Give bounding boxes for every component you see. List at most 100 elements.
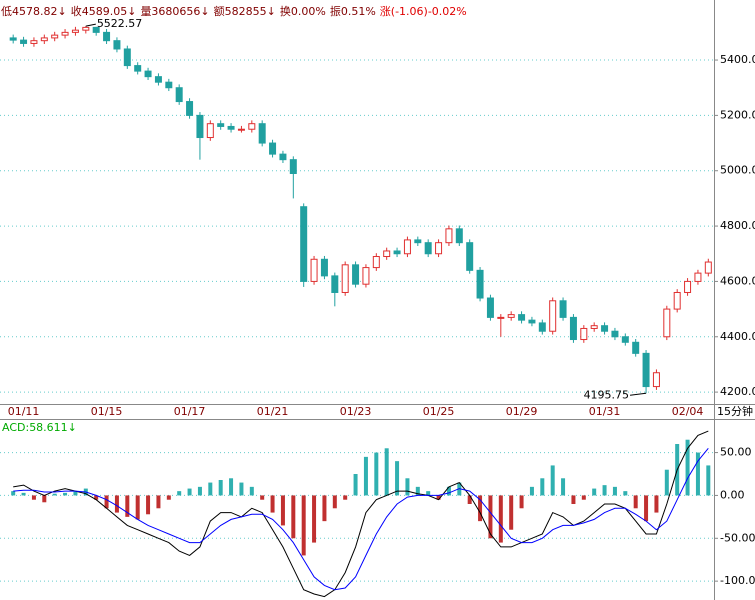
histogram-bar — [197, 486, 202, 496]
histogram-bar — [581, 495, 586, 500]
candle-body — [559, 300, 567, 318]
histogram-bar — [498, 495, 503, 543]
candle-body — [466, 242, 474, 271]
candle-body — [61, 31, 69, 36]
candle-body — [134, 65, 142, 72]
x-tick-label: 02/04 — [672, 405, 704, 418]
candle-body — [621, 336, 629, 343]
histogram-bar — [187, 488, 192, 496]
y-tick-label: 4200.0 — [720, 385, 755, 398]
annotation-line — [630, 392, 647, 396]
histogram-bar — [395, 461, 400, 496]
indicator-line — [13, 430, 709, 598]
x-tick-label: 01/29 — [506, 405, 538, 418]
histogram-bar — [488, 495, 493, 539]
histogram-bar — [270, 495, 275, 513]
candle-body — [642, 352, 650, 388]
candle-body — [414, 239, 422, 244]
candle-body — [507, 314, 515, 318]
histogram-bar — [633, 495, 638, 509]
histogram-bar — [550, 465, 555, 496]
candle-body — [580, 327, 588, 341]
candle-body — [82, 26, 90, 31]
indicator-title: ACD:58.611↓ — [2, 421, 77, 434]
histogram-bar — [73, 491, 78, 496]
y-tick-label: 4800.0 — [720, 219, 755, 232]
histogram-bar — [301, 495, 306, 556]
histogram-bar — [156, 495, 161, 509]
candle-body — [611, 330, 619, 338]
candle-body — [435, 242, 443, 255]
y-tick-label: -100.0 — [720, 574, 755, 587]
candle-body — [237, 128, 245, 131]
histogram-bar — [21, 492, 26, 496]
candle-body — [486, 297, 494, 318]
candle-body — [445, 228, 453, 244]
candle-body — [632, 341, 640, 354]
header-item: 收4589.05↓ — [71, 4, 137, 18]
candle-body — [362, 267, 370, 285]
candle-body — [652, 372, 660, 388]
x-tick-label: 01/23 — [340, 405, 372, 418]
candle-body — [331, 275, 339, 293]
histogram-bar — [695, 452, 700, 496]
candle-body — [165, 81, 173, 89]
header-item: 额582855↓ — [214, 5, 276, 18]
header-item: 涨(-1.06)-0.02% — [380, 5, 467, 18]
histogram-bar — [218, 480, 223, 496]
candle-body — [217, 123, 225, 127]
candle-body — [206, 123, 214, 139]
histogram-bar — [94, 495, 99, 500]
histogram-bar — [592, 488, 597, 496]
candle-body — [289, 159, 297, 174]
histogram-bar — [260, 495, 265, 500]
candle-body — [320, 258, 328, 277]
histogram-bar — [446, 486, 451, 496]
candle-body — [684, 280, 692, 293]
histogram-bar — [436, 495, 441, 500]
x-tick-label: 01/25 — [423, 405, 455, 418]
histogram-bar — [322, 495, 327, 522]
y-tick-label: 4400.0 — [720, 330, 755, 343]
histogram-bar — [706, 465, 711, 496]
histogram-bar — [52, 493, 57, 496]
histogram-bar — [312, 495, 317, 543]
candle-body — [518, 314, 526, 321]
candle-body — [704, 261, 712, 274]
candle-body — [92, 26, 100, 33]
histogram-bar — [384, 448, 389, 496]
histogram-bar — [415, 486, 420, 496]
histogram-bar — [467, 495, 472, 504]
x-tick-label: 01/17 — [174, 405, 206, 418]
histogram-bar — [332, 495, 337, 509]
histogram-bar — [343, 495, 348, 500]
y-tick-label: 5400.0 — [720, 53, 755, 66]
y-tick-label: 0.00 — [720, 488, 745, 501]
histogram-bar — [42, 495, 47, 503]
annotation: 4195.75 — [584, 388, 630, 401]
candle-body — [383, 250, 391, 258]
candle-body — [248, 123, 256, 130]
candle-body — [269, 142, 277, 155]
x-tick-label: 01/11 — [8, 405, 40, 418]
candle-body — [393, 250, 401, 255]
y-tick-label: 50.00 — [720, 446, 752, 459]
histogram-bar — [612, 486, 617, 496]
candle-body — [258, 123, 266, 144]
histogram-bar — [104, 495, 109, 509]
histogram-bar — [208, 482, 213, 496]
y-tick-label: 4600.0 — [720, 274, 755, 287]
histogram-bar — [509, 495, 514, 530]
candle-body — [154, 76, 162, 83]
candle-body — [424, 242, 432, 255]
candle-body — [476, 269, 484, 299]
candle-body — [113, 40, 121, 50]
candle-body — [40, 37, 48, 42]
histogram-bar — [685, 439, 690, 496]
x-tick-label: 01/31 — [589, 405, 621, 418]
candle-body — [279, 153, 287, 161]
candle-body — [196, 114, 204, 139]
histogram-bar — [280, 495, 285, 526]
histogram-bar — [63, 492, 68, 496]
